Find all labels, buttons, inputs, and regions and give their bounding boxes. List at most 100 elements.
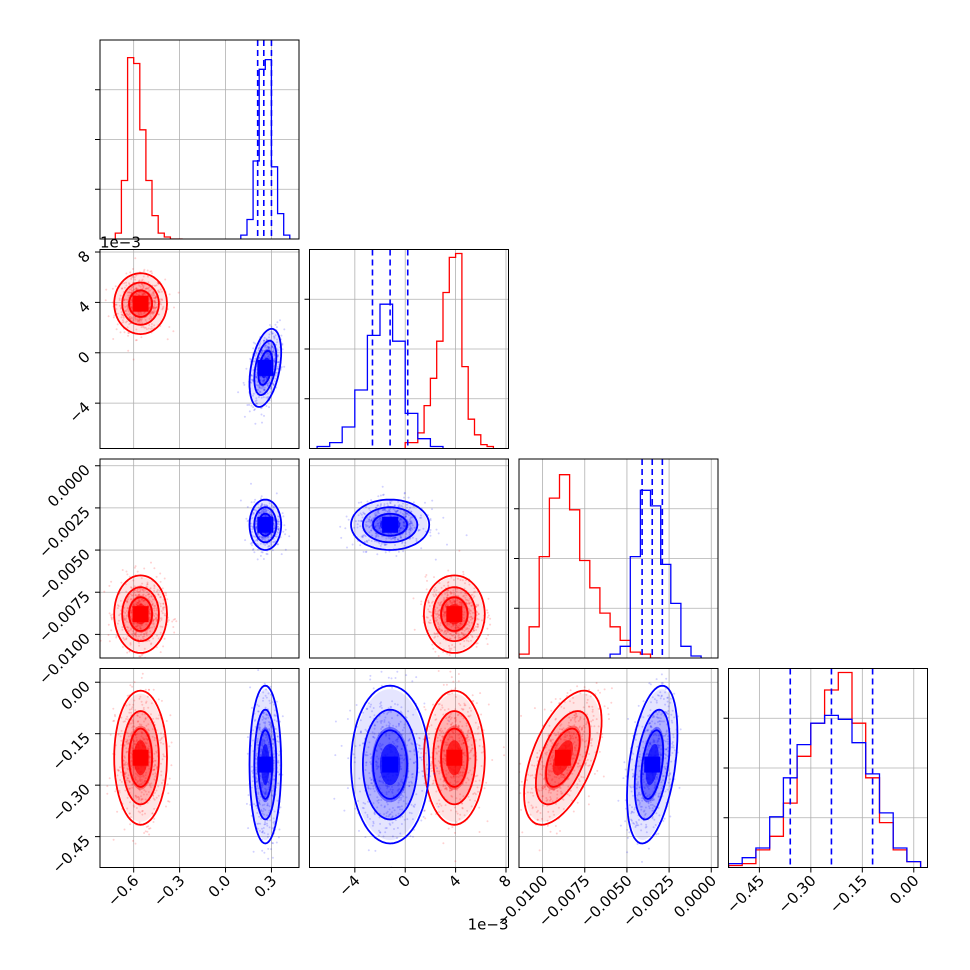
scatter-point-red (153, 605, 156, 608)
scatter-point-red (122, 637, 125, 640)
scatter-point-red (137, 775, 140, 778)
scatter-point-red (439, 601, 442, 604)
scatter-point-blue (263, 349, 266, 352)
scatter-point-red (131, 632, 134, 635)
scatter-point-red (446, 581, 449, 584)
scatter-point-blue (387, 504, 390, 507)
scatter-point-blue (272, 335, 275, 338)
scatter-point-red (133, 725, 136, 728)
scatter-point-blue (283, 328, 286, 331)
scatter-point-blue (264, 536, 267, 539)
scatter-point-red (135, 634, 137, 637)
scatter-point-blue (397, 500, 400, 503)
scatter-point-red (124, 665, 126, 667)
scatter-point-red (135, 740, 138, 743)
scatter-point-red (136, 570, 139, 573)
scatter-point-red (412, 597, 415, 600)
scatter-point-red (116, 607, 119, 610)
scatter-point-red (144, 604, 147, 607)
scatter-point-red (449, 599, 452, 602)
scatter-point-red (157, 698, 160, 701)
scatter-point-red (154, 297, 157, 300)
scatter-point-blue (376, 514, 379, 517)
scatter-point-blue (257, 506, 260, 509)
scatter-point-red (155, 750, 158, 753)
scatter-point-blue (410, 521, 413, 524)
scatter-point-red (428, 622, 431, 624)
scatter-point-blue (363, 513, 366, 515)
scatter-point-blue (435, 528, 438, 531)
scatter-point-red (162, 645, 165, 648)
scatter-point-red (126, 298, 129, 301)
scatter-point-red (141, 732, 144, 735)
scatter-point-blue (252, 406, 255, 409)
scatter-point-red (133, 805, 136, 808)
scatter-point-red (125, 718, 128, 720)
scatter-point-red (140, 279, 143, 282)
scatter-point-red (107, 634, 110, 636)
scatter-point-red (114, 285, 117, 288)
scatter-point-red (153, 324, 156, 327)
scatter-point-red (151, 728, 154, 731)
scatter-point-red (138, 291, 141, 294)
scatter-point-blue (281, 348, 284, 351)
scatter-point-red (136, 588, 139, 591)
scatter-point-red (434, 617, 437, 619)
scatter-point-red (132, 728, 135, 731)
scatter-point-red (151, 313, 154, 316)
scatter-point-red (144, 777, 147, 780)
scatter-point-blue (402, 502, 404, 505)
scatter-point-red (123, 756, 126, 759)
scatter-point-red (140, 731, 143, 734)
scatter-point-red (141, 283, 144, 286)
scatter-point-red (135, 603, 138, 606)
scatter-point-red (134, 842, 137, 845)
scatter-point-red (159, 602, 162, 605)
scatter-point-blue (377, 535, 380, 538)
scatter-point-blue (260, 396, 263, 399)
scatter-point-red (128, 313, 131, 315)
scatter-point-red (136, 795, 139, 798)
scatter-point-red (142, 774, 145, 777)
scatter-point-red (142, 708, 145, 711)
scatter-point-red (459, 579, 462, 581)
contour-red (121, 586, 160, 643)
scatter-point-blue (263, 503, 266, 506)
scatter-point-red (466, 599, 469, 601)
scatter-point-red (458, 549, 461, 552)
scatter-point-red (434, 610, 437, 613)
scatter-point-red (147, 593, 150, 596)
scatter-point-red (130, 711, 133, 714)
scatter-point-red (152, 291, 155, 294)
scatter-point-red (151, 598, 154, 601)
contour-blue (361, 506, 419, 544)
scatter-point-blue (272, 347, 275, 350)
scatter-point-red (455, 590, 458, 593)
scatter-point-blue (270, 325, 273, 328)
scatter-point-blue (398, 503, 401, 506)
scatter-point-red (135, 603, 138, 606)
scatter-point-blue (246, 736, 249, 739)
scatter-point-blue (408, 522, 411, 525)
scatter-point-red (443, 597, 445, 599)
scatter-point-red (134, 288, 137, 291)
scatter-point-red (461, 579, 464, 582)
scatter-point-red (430, 611, 433, 614)
scatter-point-blue (260, 350, 263, 353)
scatter-point-red (155, 767, 158, 770)
scatter-point-red (128, 332, 130, 334)
scatter-point-red (477, 625, 479, 628)
scatter-point-red (150, 702, 153, 705)
scatter-point-red (125, 740, 128, 743)
scatter-point-blue (384, 542, 387, 545)
scatter-point-blue (276, 525, 279, 528)
scatter-point-blue (249, 357, 252, 360)
scatter-point-red (454, 587, 457, 590)
scatter-point-red (132, 739, 135, 742)
scatter-point-red (134, 709, 137, 712)
scatter-point-red (436, 612, 439, 615)
scatter-point-red (466, 623, 469, 626)
scatter-point-red (144, 630, 147, 633)
scatter-point-red (125, 751, 128, 754)
y-tick-label: −0.15 (49, 729, 94, 774)
